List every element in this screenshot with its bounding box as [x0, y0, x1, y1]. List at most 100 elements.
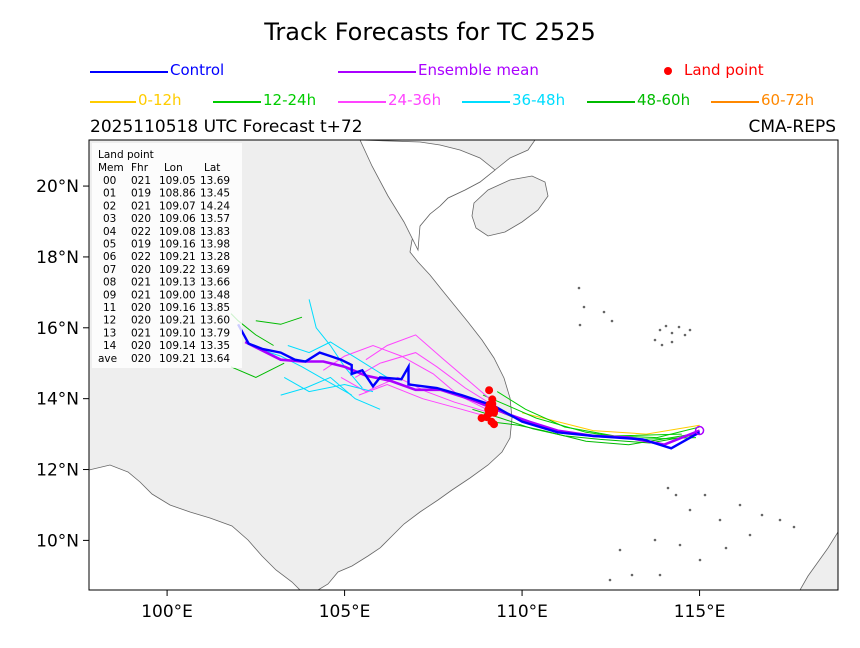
- table-header-lon: Lon: [164, 162, 183, 174]
- paracel-islands: [577, 286, 692, 347]
- table-cell: 06: [103, 251, 117, 263]
- table-cell: 109.14: [159, 340, 196, 352]
- table-cell: 05: [103, 239, 116, 251]
- table-cell: 13.48: [200, 289, 230, 301]
- table-cell: 109.21: [159, 251, 196, 263]
- axes: 100°E 105°E 110°E 115°E 20°N 18°N 16°N 14°N 12°N…: [36, 177, 725, 622]
- land-points-layer: [477, 386, 499, 429]
- table-cell: 109.13: [159, 277, 196, 289]
- x-tick-label: 105°E: [319, 602, 371, 622]
- land-point-table-box: [92, 143, 242, 368]
- table-cell: 021: [131, 200, 151, 212]
- member-track-12: [259, 348, 352, 396]
- member-track-14: [287, 341, 388, 378]
- table-header-fhr: Fhr: [131, 162, 149, 174]
- member-track-5: [496, 391, 682, 437]
- legend-bin-48-60h-label: 48-60h: [637, 91, 691, 109]
- table-cell: 12: [103, 315, 116, 327]
- table-header-lat: Lat: [204, 162, 220, 174]
- member-track-9: [358, 383, 487, 417]
- table-cell: 109.21: [159, 353, 196, 365]
- table-header-mem: Mem: [98, 162, 124, 174]
- table-cell: 07: [103, 264, 116, 276]
- member-track-15: [280, 376, 381, 410]
- table-cell: 021: [131, 277, 151, 289]
- table-cell: 13.64: [200, 353, 230, 365]
- table-cell: 03: [103, 213, 116, 225]
- y-tick-label: 20°N: [36, 177, 79, 197]
- table-cell: 109.07: [159, 200, 196, 212]
- legend-bin-60-72h-line: [711, 101, 759, 103]
- table-cell: 109.10: [159, 327, 196, 339]
- table-cell: 020: [131, 213, 151, 225]
- table-cell: 13: [103, 327, 116, 339]
- table-cell: 109.21: [159, 315, 196, 327]
- x-tick-label: 100°E: [141, 602, 193, 622]
- member-track-1: [521, 412, 700, 435]
- table-cell: 021: [131, 175, 151, 187]
- table-cell: 01: [103, 188, 116, 200]
- chart-title: Track Forecasts for TC 2525: [264, 18, 596, 46]
- table-cell: 11: [103, 302, 116, 314]
- member-track-7: [354, 352, 494, 407]
- x-tick-label: 110°E: [496, 602, 548, 622]
- legend-bin-12-24h-label: 12-24h: [263, 91, 317, 109]
- table-cell: 019: [131, 188, 151, 200]
- table-cell: 13.79: [200, 327, 230, 339]
- table-cell: 09: [103, 289, 116, 301]
- land-point-marker-14: [490, 407, 498, 416]
- legend-ensemble-mean-label: Ensemble mean: [418, 61, 539, 79]
- member-track-10: [365, 334, 495, 403]
- legend-control-line: [90, 71, 168, 73]
- table-cell: 13.83: [200, 226, 230, 238]
- y-tick-label: 12°N: [36, 461, 79, 481]
- legend-bin-48-60h-line: [587, 101, 635, 103]
- y-tick-label: 14°N: [36, 390, 79, 410]
- table-title: Land point: [98, 149, 154, 161]
- land-point-marker-2: [485, 386, 494, 395]
- table-cell: ave: [98, 353, 117, 365]
- table-cell: 021: [131, 289, 151, 301]
- land-point-marker-13: [487, 417, 496, 426]
- member-track-13: [283, 376, 374, 393]
- table-cell: 109.16: [159, 239, 196, 251]
- y-tick-label: 16°N: [36, 319, 79, 339]
- table-cell: 019: [131, 239, 151, 251]
- member-track-17: [230, 362, 285, 378]
- y-tick-label: 18°N: [36, 248, 79, 268]
- legend-bin-24-36h-label: 24-36h: [388, 91, 442, 109]
- table-cell: 020: [131, 264, 151, 276]
- member-track-18: [255, 316, 303, 325]
- land-luzon: [799, 531, 838, 590]
- table-cell: 109.16: [159, 302, 196, 314]
- legend-bin-12-24h-line: [213, 101, 261, 103]
- typhoon-start-symbol: [694, 425, 705, 436]
- legend-bin-0-12h-line: [90, 101, 136, 103]
- member-track-3: [490, 421, 693, 446]
- table-cell: 13.35: [200, 340, 230, 352]
- table-cell: 022: [131, 251, 151, 263]
- table-cell: 02: [103, 200, 116, 212]
- table-cell: 00: [103, 175, 116, 187]
- forecast-subtitle: 2025110518 UTC Forecast t+72: [90, 117, 363, 137]
- legend-land-point-label: Land point: [684, 61, 764, 79]
- table-cell: 020: [131, 340, 151, 352]
- legend-bin-60-72h-label: 60-72h: [761, 91, 815, 109]
- table-cell: 109.05: [159, 175, 196, 187]
- table-cell: 13.45: [200, 188, 230, 200]
- model-name: CMA-REPS: [748, 117, 836, 137]
- legend-ensemble-mean-line: [338, 71, 416, 73]
- table-cell: 13.85: [200, 302, 230, 314]
- spratly-islands: [608, 486, 796, 582]
- table-cell: 04: [103, 226, 117, 238]
- table-cell: 08: [103, 277, 116, 289]
- legend-bin-36-48h-line: [462, 101, 510, 103]
- table-cell: 109.06: [159, 213, 196, 225]
- y-tick-label: 10°N: [36, 531, 79, 551]
- legend-control-label: Control: [170, 61, 225, 79]
- map-frame: [88, 139, 839, 591]
- table-cell: 13.57: [200, 213, 230, 225]
- table-cell: 13.28: [200, 251, 230, 263]
- table-cell: 022: [131, 226, 151, 238]
